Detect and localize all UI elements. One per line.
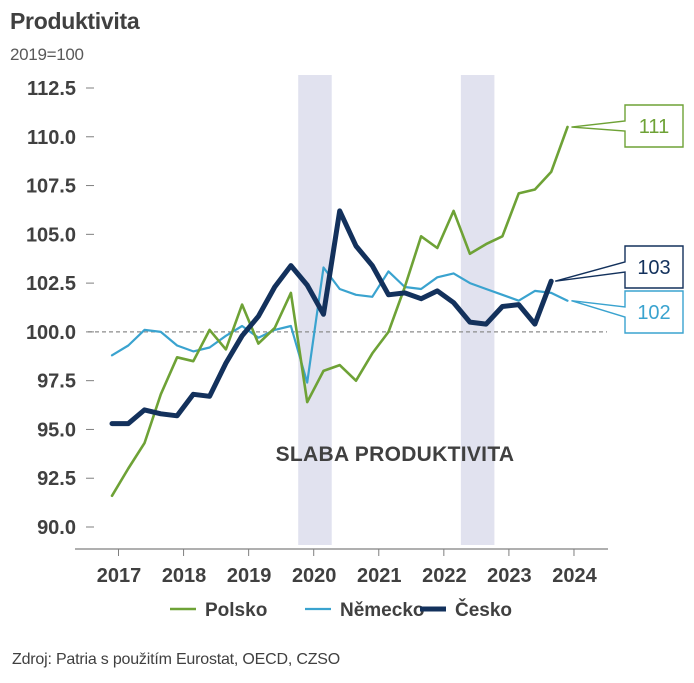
x-tick-label: 2019 bbox=[227, 565, 272, 587]
callout-cesko-box bbox=[555, 245, 684, 289]
legend-item-polsko: Polsko bbox=[170, 600, 267, 621]
end-callouts: 111 103 102 bbox=[555, 104, 684, 334]
y-tick-label: 95.0 bbox=[37, 419, 76, 441]
x-tick-label: 2024 bbox=[552, 565, 597, 587]
legend-item-německo: Německo bbox=[305, 600, 425, 621]
shaded-period-2 bbox=[460, 75, 495, 545]
callout-cesko-label: 103 bbox=[637, 257, 670, 279]
callout-nemecko-label: 102 bbox=[637, 302, 670, 324]
series-lines bbox=[109, 125, 569, 498]
x-tick-label: 2018 bbox=[162, 565, 207, 587]
legend-label: Česko bbox=[455, 599, 512, 621]
y-tick-label: 105.0 bbox=[26, 224, 76, 246]
y-axis: 112.5 110.0 107.5 105.0 102.5 100.0 97.5 95.0 92… bbox=[26, 78, 94, 539]
callout-nemecko-box bbox=[571, 290, 684, 334]
legend-item-česko: Česko bbox=[420, 599, 512, 621]
shaded-periods bbox=[298, 75, 495, 545]
y-tick-label: 102.5 bbox=[26, 273, 76, 295]
x-tick-label: 2017 bbox=[97, 565, 142, 587]
x-tick-label: 2023 bbox=[487, 565, 532, 587]
y-tick-label: 112.5 bbox=[27, 78, 76, 100]
source-note: Zdroj: Patria s použitím Eurostat, OECD,… bbox=[12, 651, 340, 668]
callout-polsko-label: 111 bbox=[639, 116, 669, 138]
callout-polsko-box bbox=[571, 104, 684, 148]
y-tick-label: 97.5 bbox=[37, 371, 76, 393]
callout-polsko: 111 bbox=[571, 104, 684, 148]
y-tick-label: 107.5 bbox=[26, 176, 76, 198]
x-tick-label: 2020 bbox=[292, 565, 337, 587]
chart-subtitle: 2019=100 bbox=[10, 45, 84, 64]
chart-annotation: SLABA PRODUKTIVITA bbox=[276, 443, 515, 466]
callout-cesko: 103 bbox=[555, 245, 684, 289]
y-tick-label: 110.0 bbox=[27, 127, 76, 149]
callout-nemecko: 102 bbox=[571, 290, 684, 334]
x-tick-label: 2021 bbox=[357, 565, 402, 587]
legend: Polsko Německo Česko bbox=[170, 599, 512, 621]
y-tick-label: 92.5 bbox=[37, 468, 76, 490]
series-line-německo bbox=[110, 266, 569, 384]
x-axis: 2017 2018 2019 2020 2021 2022 2023 2024 bbox=[75, 548, 608, 587]
legend-label: Německo bbox=[340, 600, 425, 621]
series-line-česko bbox=[109, 208, 554, 427]
y-tick-label: 100.0 bbox=[26, 322, 76, 344]
x-tick-label: 2022 bbox=[422, 565, 467, 587]
chart-title: Produktivita bbox=[10, 8, 140, 34]
series-line-polsko bbox=[110, 125, 569, 498]
legend-label: Polsko bbox=[205, 600, 267, 621]
y-tick-label: 90.0 bbox=[37, 517, 76, 539]
